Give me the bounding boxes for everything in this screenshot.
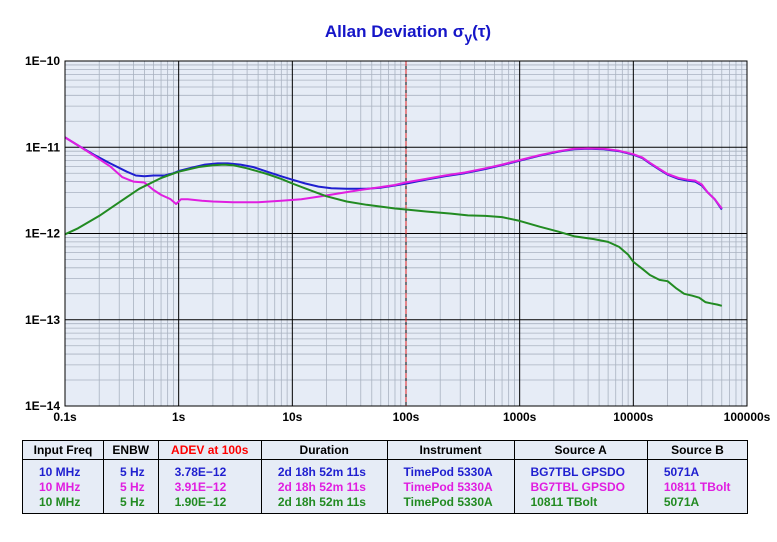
cell-adev: 3.91E−12 <box>157 479 262 494</box>
y-tick-label: 1E−13 <box>25 313 60 327</box>
cell-duration: 2d 18h 52m 11s <box>260 494 388 514</box>
x-tick-label: 100s <box>393 410 420 424</box>
cell-source-b: 10811 TBolt <box>646 479 749 494</box>
cell-enbw: 5 Hz <box>102 494 159 514</box>
y-tick-label: 1E−12 <box>25 227 60 241</box>
header-instrument: Instrument <box>386 440 515 460</box>
x-tick-label: 1000s <box>503 410 537 424</box>
legend-row: 10 MHz 5 Hz 3.91E−12 2d 18h 52m 11s Time… <box>22 479 749 494</box>
cell-input-freq: 10 MHz <box>22 479 104 494</box>
legend-row: 10 MHz 5 Hz 1.90E−12 2d 18h 52m 11s Time… <box>22 494 749 514</box>
x-tick-label: 0.1s <box>53 410 77 424</box>
legend-header-row: Input Freq ENBW ADEV at 100s Duration In… <box>22 440 749 460</box>
cell-source-a: BG7TBL GPSDO <box>513 459 648 479</box>
series-line-2 <box>64 136 723 210</box>
cell-duration: 2d 18h 52m 11s <box>260 479 388 494</box>
cell-adev: 1.90E−12 <box>157 494 262 514</box>
x-tick-label: 10000s <box>613 410 653 424</box>
cell-source-b: 5071A <box>646 494 749 514</box>
header-input-freq: Input Freq <box>22 440 104 460</box>
x-axis-ticks: 0.1s 1s 10s 100s 1000s 10000s 100000s <box>53 410 770 424</box>
cell-adev: 3.78E−12 <box>157 459 262 479</box>
series-group <box>64 136 723 307</box>
cell-instrument: TimePod 5330A <box>386 459 515 479</box>
y-tick-label: 1E−14 <box>25 399 60 413</box>
header-source-b: Source B <box>646 440 749 460</box>
legend-row: 10 MHz 5 Hz 3.78E−12 2d 18h 52m 11s Time… <box>22 459 749 479</box>
cell-source-b: 5071A <box>646 459 749 479</box>
cell-source-a: 10811 TBolt <box>513 494 648 514</box>
cell-duration: 2d 18h 52m 11s <box>260 459 388 479</box>
major-grid <box>65 61 747 406</box>
cell-instrument: TimePod 5330A <box>386 479 515 494</box>
cell-source-a: BG7TBL GPSDO <box>513 479 648 494</box>
x-tick-label: 1s <box>172 410 186 424</box>
series-line-3 <box>64 163 723 307</box>
x-tick-label: 100000s <box>724 410 771 424</box>
x-tick-label: 10s <box>282 410 302 424</box>
cell-input-freq: 10 MHz <box>22 494 104 514</box>
legend-table: Input Freq ENBW ADEV at 100s Duration In… <box>22 440 749 514</box>
y-tick-label: 1E−11 <box>26 140 61 154</box>
adev-chart: Allan Deviation σy(τ) 0.1s 1s 10s 100s 1000s 1… <box>25 22 771 424</box>
cell-instrument: TimePod 5330A <box>386 494 515 514</box>
cell-enbw: 5 Hz <box>102 479 159 494</box>
plot-border <box>64 60 748 407</box>
y-tick-label: 1E−10 <box>25 54 60 68</box>
header-source-a: Source A <box>513 440 648 460</box>
header-enbw: ENBW <box>102 440 159 460</box>
chart-title: Allan Deviation σy(τ) <box>325 22 491 45</box>
header-adev-100s: ADEV at 100s <box>157 440 262 460</box>
cell-enbw: 5 Hz <box>102 459 159 479</box>
header-duration: Duration <box>260 440 388 460</box>
y-axis-ticks: 1E−10 1E−11 1E−12 1E−13 1E−14 <box>25 54 60 413</box>
cell-input-freq: 10 MHz <box>22 459 104 479</box>
